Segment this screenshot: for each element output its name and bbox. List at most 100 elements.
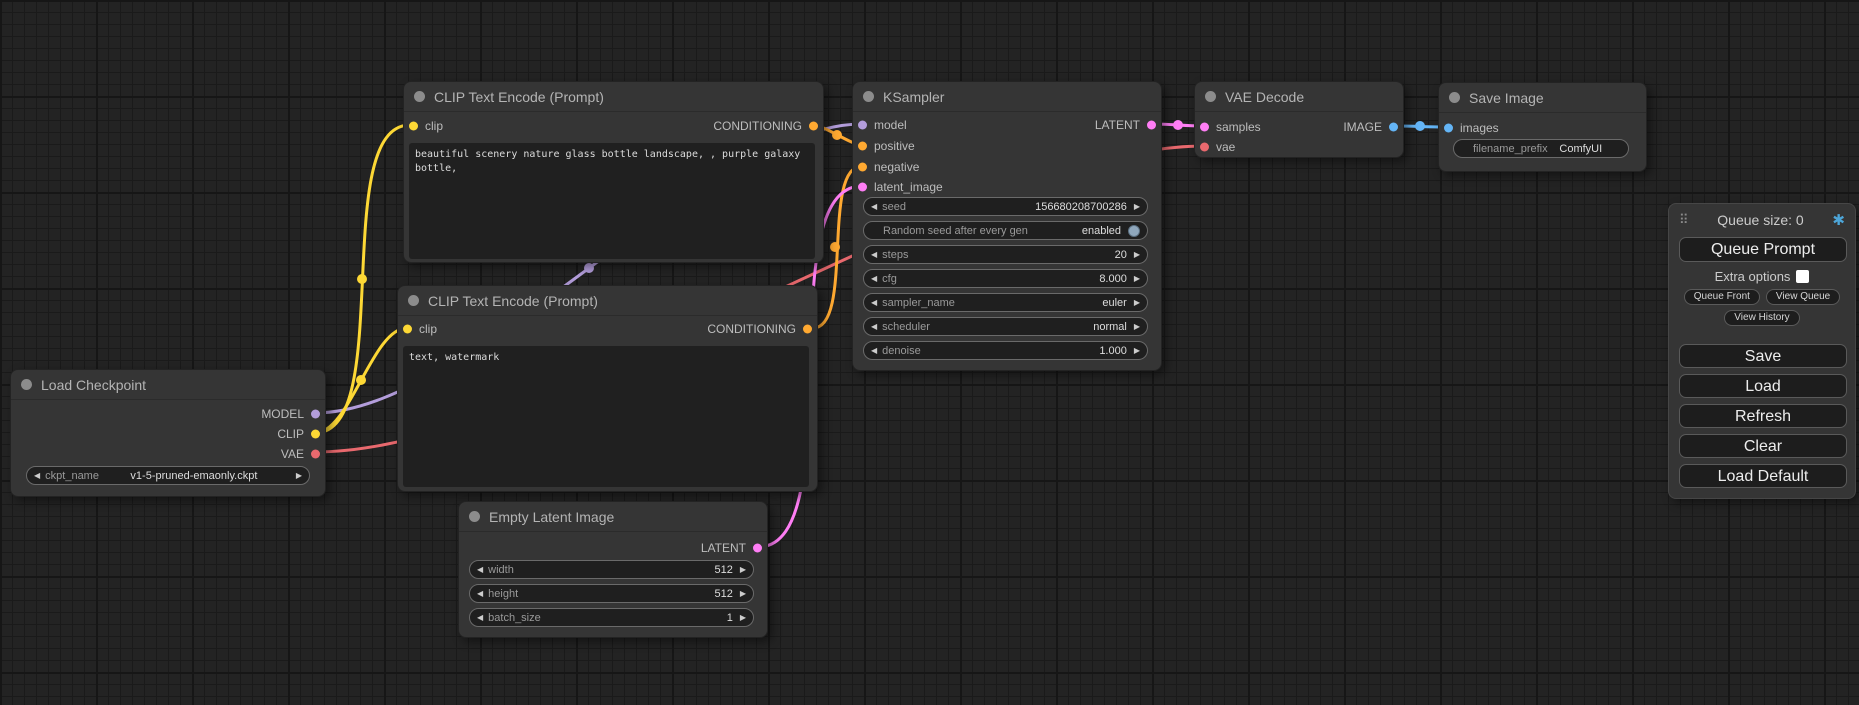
decrement-icon[interactable]: ◀ — [477, 612, 484, 622]
node-empty-latent-image[interactable]: Empty Latent Image LATENT ◀ width 512 ▶ … — [458, 501, 768, 638]
port-clip-input[interactable] — [409, 121, 418, 131]
node-header[interactable]: Save Image — [1439, 83, 1646, 113]
widget-random-seed-toggle[interactable]: Random seed after every gen enabled — [863, 221, 1148, 240]
widget-steps[interactable]: ◀ steps 20 ▶ — [863, 245, 1148, 264]
save-button[interactable]: Save — [1679, 344, 1847, 368]
port-vae-input[interactable] — [1200, 142, 1209, 152]
widget-ckpt-name[interactable]: ◀ ckpt_name v1-5-pruned-emaonly.ckpt ▶ — [26, 466, 310, 485]
increment-icon[interactable]: ▶ — [1133, 249, 1140, 259]
node-save-image[interactable]: Save Image images filename_prefix ComfyU… — [1438, 82, 1647, 172]
port-conditioning-output[interactable] — [809, 121, 818, 131]
port-conditioning-output[interactable] — [803, 324, 812, 334]
decrement-icon[interactable]: ◀ — [871, 201, 878, 211]
widget-cfg[interactable]: ◀ cfg 8.000 ▶ — [863, 269, 1148, 288]
prompt-textarea[interactable]: text, watermark — [403, 346, 809, 487]
decrement-icon[interactable]: ◀ — [477, 564, 484, 574]
decrement-icon[interactable]: ◀ — [871, 345, 878, 355]
link-dot[interactable] — [584, 263, 594, 273]
widget-height[interactable]: ◀ height 512 ▶ — [469, 584, 754, 603]
node-header[interactable]: CLIP Text Encode (Prompt) — [404, 82, 823, 112]
port-images-input[interactable] — [1444, 123, 1453, 133]
link-dot[interactable] — [1173, 120, 1183, 130]
port-samples-input[interactable] — [1200, 122, 1209, 132]
port-positive-input[interactable] — [858, 141, 867, 151]
decrement-icon[interactable]: ◀ — [477, 588, 484, 598]
node-ksampler[interactable]: KSampler model LATENT positive negative … — [852, 81, 1162, 371]
refresh-button[interactable]: Refresh — [1679, 404, 1847, 428]
collapse-dot-icon[interactable] — [1205, 91, 1216, 102]
widget-label: height — [488, 587, 519, 600]
collapse-dot-icon[interactable] — [414, 91, 425, 102]
increment-icon[interactable]: ▶ — [1133, 297, 1140, 307]
widget-value: 512 — [714, 563, 733, 576]
collapse-dot-icon[interactable] — [469, 511, 480, 522]
port-model-output[interactable] — [311, 409, 320, 419]
link-dot[interactable] — [830, 242, 840, 252]
link-dot[interactable] — [832, 130, 842, 140]
increment-icon[interactable]: ▶ — [739, 588, 746, 598]
increment-icon[interactable]: ▶ — [1133, 273, 1140, 283]
extra-options-checkbox[interactable] — [1796, 270, 1810, 283]
decrement-icon[interactable]: ◀ — [871, 297, 878, 307]
node-header[interactable]: CLIP Text Encode (Prompt) — [398, 286, 817, 316]
port-row: model LATENT — [853, 115, 1161, 135]
node-header[interactable]: VAE Decode — [1195, 82, 1403, 112]
port-row: LATENT — [459, 538, 767, 558]
view-history-button[interactable]: View History — [1724, 310, 1800, 326]
widget-seed[interactable]: ◀ seed 156680208700286 ▶ — [863, 197, 1148, 216]
settings-gear-icon[interactable]: ✱ — [1832, 212, 1845, 229]
queue-front-button[interactable]: Queue Front — [1683, 289, 1760, 305]
clear-button[interactable]: Clear — [1679, 434, 1847, 458]
queue-prompt-button[interactable]: Queue Prompt — [1679, 237, 1847, 262]
increment-icon[interactable]: ▶ — [295, 470, 302, 480]
decrement-icon[interactable]: ◀ — [871, 249, 878, 259]
port-latent-output[interactable] — [1147, 120, 1156, 130]
increment-icon[interactable]: ▶ — [739, 564, 746, 574]
node-clip-text-encode-negative[interactable]: CLIP Text Encode (Prompt) clip CONDITION… — [397, 285, 818, 492]
port-image-output[interactable] — [1389, 122, 1398, 132]
node-vae-decode[interactable]: VAE Decode samples IMAGE vae — [1194, 81, 1404, 158]
prompt-textarea[interactable]: beautiful scenery nature glass bottle la… — [409, 143, 815, 259]
port-latent-image-input[interactable] — [858, 182, 867, 192]
increment-icon[interactable]: ▶ — [1133, 201, 1140, 211]
widget-filename-prefix[interactable]: filename_prefix ComfyUI — [1453, 139, 1629, 158]
increment-icon[interactable]: ▶ — [1133, 345, 1140, 355]
node-load-checkpoint[interactable]: Load Checkpoint MODEL CLIP VAE ◀ ckpt_na… — [10, 369, 326, 497]
link-dot[interactable] — [1415, 121, 1425, 131]
load-button[interactable]: Load — [1679, 374, 1847, 398]
collapse-dot-icon[interactable] — [408, 295, 419, 306]
port-clip-input[interactable] — [403, 324, 412, 334]
node-clip-text-encode-positive[interactable]: CLIP Text Encode (Prompt) clip CONDITION… — [403, 81, 824, 263]
increment-icon[interactable]: ▶ — [739, 612, 746, 622]
widget-batch-size[interactable]: ◀ batch_size 1 ▶ — [469, 608, 754, 627]
port-latent-output[interactable] — [753, 543, 762, 553]
link-dot[interactable] — [356, 375, 366, 385]
drag-handle-icon[interactable]: ⠿ — [1679, 212, 1689, 227]
port-row: samples IMAGE — [1195, 117, 1403, 137]
widget-width[interactable]: ◀ width 512 ▶ — [469, 560, 754, 579]
toggle-dot-icon[interactable] — [1128, 224, 1140, 237]
port-negative-input[interactable] — [858, 162, 867, 172]
decrement-icon[interactable]: ◀ — [871, 321, 878, 331]
widget-denoise[interactable]: ◀ denoise 1.000 ▶ — [863, 341, 1148, 360]
port-clip-output[interactable] — [311, 429, 320, 439]
collapse-dot-icon[interactable] — [1449, 92, 1460, 103]
queue-panel[interactable]: ⠿ Queue size: 0 ✱ Queue Prompt Extra opt… — [1668, 203, 1856, 499]
port-model-input[interactable] — [858, 120, 867, 130]
node-title: Empty Latent Image — [489, 508, 615, 525]
port-vae-output[interactable] — [311, 449, 320, 459]
widget-sampler-name[interactable]: ◀ sampler_name euler ▶ — [863, 293, 1148, 312]
view-queue-button[interactable]: View Queue — [1765, 289, 1841, 305]
node-header[interactable]: Load Checkpoint — [11, 370, 325, 400]
collapse-dot-icon[interactable] — [21, 379, 32, 390]
node-header[interactable]: KSampler — [853, 82, 1161, 112]
widget-scheduler[interactable]: ◀ scheduler normal ▶ — [863, 317, 1148, 336]
collapse-dot-icon[interactable] — [863, 91, 874, 102]
node-header[interactable]: Empty Latent Image — [459, 502, 767, 532]
load-default-button[interactable]: Load Default — [1679, 464, 1847, 488]
increment-icon[interactable]: ▶ — [1133, 321, 1140, 331]
decrement-icon[interactable]: ◀ — [871, 273, 878, 283]
decrement-icon[interactable]: ◀ — [34, 470, 41, 480]
link-dot[interactable] — [357, 274, 367, 284]
